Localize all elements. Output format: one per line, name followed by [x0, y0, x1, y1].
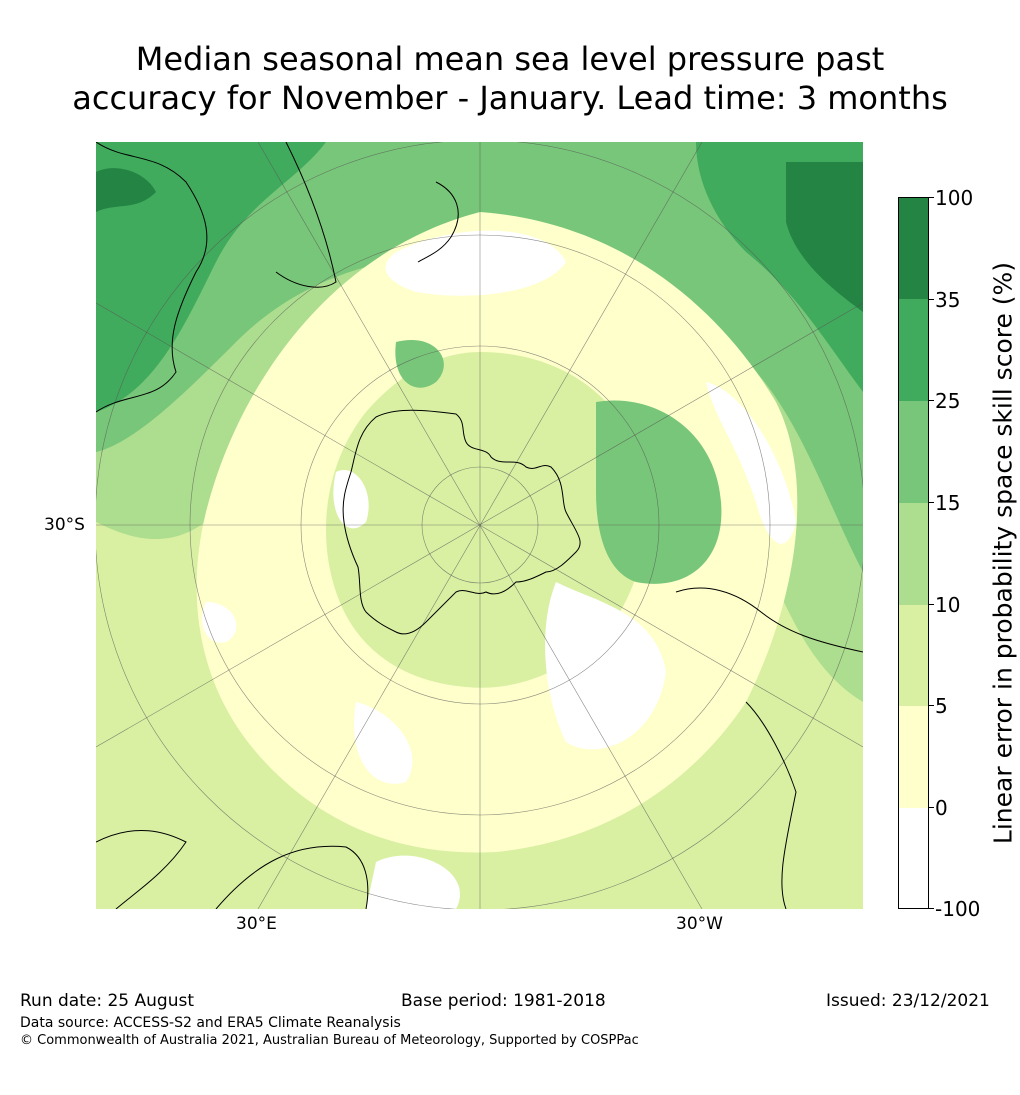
issued-date: Issued: 23/12/2021 [826, 991, 990, 1011]
data-source: Data source: ACCESS-S2 and ERA5 Climate … [20, 1015, 401, 1031]
colorbar-tickmark [929, 400, 934, 401]
colorbar-tickmark [929, 705, 934, 706]
colorbar-tick-label: 10 [935, 593, 961, 617]
south-america-coastline [675, 587, 863, 653]
colorbar-segment-0-5 [899, 706, 928, 808]
lon-label-30e: 30°E [236, 914, 277, 934]
negative-skill-patch-1 [385, 230, 566, 296]
skill-band-35-100-nw [96, 168, 156, 212]
base-period: Base period: 1981-2018 [401, 991, 606, 1011]
colorbar [898, 197, 929, 909]
skill-map [96, 142, 863, 909]
copyright-notice: © Commonwealth of Australia 2021, Austra… [20, 1033, 639, 1048]
colorbar-tick-label: -100 [935, 897, 981, 921]
coastlines [96, 142, 863, 909]
chart-title: Median seasonal mean sea level pressure … [0, 40, 1020, 118]
negative-skill-patch-5 [354, 702, 413, 784]
lon-label-30w: 30°W [676, 914, 723, 934]
colorbar-tick-label: 15 [935, 491, 961, 515]
colorbar-tick-label: 5 [935, 694, 948, 718]
colorbar-tickmark [929, 604, 934, 605]
title-line-2: accuracy for November - January. Lead ti… [72, 79, 948, 117]
colorbar-tick-label: 35 [935, 288, 961, 312]
negative-skill-patch-2 [545, 582, 666, 750]
australia-coastline [96, 142, 208, 413]
colorbar-tickmark [929, 502, 934, 503]
colorbar-tickmark [929, 807, 934, 808]
skill-band-15-25 [96, 142, 863, 572]
skill-band-35-100 [786, 162, 863, 312]
title-line-1: Median seasonal mean sea level pressure … [135, 40, 885, 78]
colorbar-label: Linear error in probability space skill … [988, 261, 1018, 845]
colorbar-segment-5-10 [899, 605, 928, 706]
run-date: Run date: 25 August [20, 991, 194, 1011]
negative-skill-patch-6 [366, 855, 460, 909]
colorbar-tickmark [929, 299, 934, 300]
colorbar-segment-25-35 [899, 299, 928, 401]
skill-band-15-25-patch-2 [395, 340, 444, 388]
colorbar-segment-10-15 [899, 503, 928, 605]
lat-label-30s: 30°S [44, 515, 85, 535]
colorbar-tick-label: 0 [935, 796, 948, 820]
skill-map-svg [96, 142, 863, 909]
negative-skill-patch-3 [706, 382, 796, 544]
skill-band-15-25-patch [596, 400, 722, 584]
south-america-south-coastline [745, 701, 797, 909]
colorbar-segment-neg100-0 [899, 808, 928, 908]
colorbar-tickmark [929, 908, 934, 909]
africa-coastline [96, 829, 187, 909]
colorbar-tickmark [929, 197, 934, 198]
skill-band-25-35-west [96, 142, 326, 412]
negative-skill-patch-4 [333, 470, 369, 529]
colorbar-tick-label: 25 [935, 389, 961, 413]
antarctica-coastline [342, 409, 581, 635]
new-zealand-coastline [417, 181, 459, 263]
colorbar-segment-15-25 [899, 401, 928, 503]
graticule-meridians [96, 142, 863, 909]
colorbar-tick-label: 100 [935, 186, 974, 210]
africa-east-coastline [215, 845, 369, 909]
colorbar-segment-35-100 [899, 198, 928, 299]
australia-east-coastline [275, 142, 337, 288]
